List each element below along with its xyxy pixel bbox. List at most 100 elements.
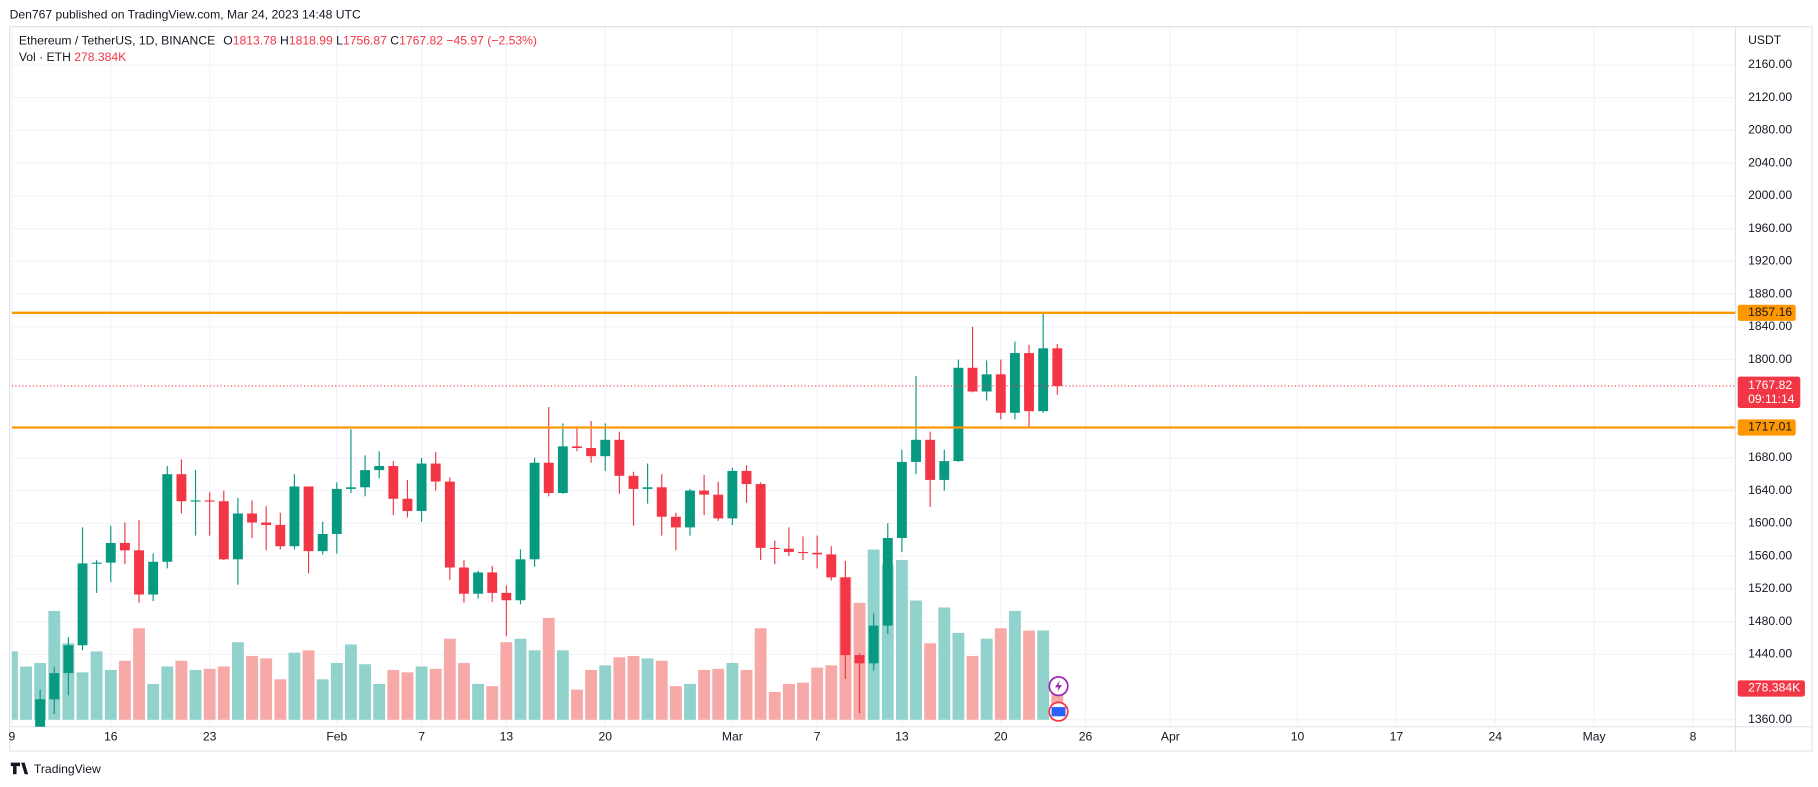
- candle-body: [1009, 353, 1020, 413]
- volume-bar: [754, 628, 767, 720]
- candle-body: [1052, 348, 1063, 386]
- legend-low: 1756.87: [343, 34, 387, 48]
- volume-bar: [246, 656, 258, 720]
- candle-body: [232, 513, 243, 560]
- volume-bar: [952, 632, 965, 720]
- volume-bar: [118, 660, 131, 720]
- volume-bar: [938, 607, 951, 720]
- candle-body: [840, 577, 851, 656]
- candle-body: [501, 592, 512, 601]
- volume-value: 278.384K: [74, 50, 126, 64]
- level-badge: [1737, 304, 1796, 321]
- y-tick-label: 1960.00: [1748, 221, 1792, 235]
- axes: 1360.00 1440.00 1480.00 1520.00 1560.00 1600.…: [9, 57, 1805, 743]
- volume-bar: [1008, 610, 1021, 720]
- candle-body: [261, 522, 272, 525]
- x-tick-label: 26: [1079, 729, 1093, 743]
- logo-mark: [10, 762, 29, 775]
- volume-bar: [1037, 630, 1050, 720]
- volume-bar: [895, 560, 908, 720]
- volume-bar: [599, 665, 612, 720]
- candle-body: [63, 645, 74, 674]
- candle-body: [557, 446, 568, 494]
- y-tick-label: 1480.00: [1748, 614, 1792, 628]
- legend-letter: L: [336, 34, 343, 48]
- last-price-badge: [1737, 376, 1801, 408]
- x-tick-label: 20: [598, 729, 612, 743]
- y-tick-label: 1640.00: [1748, 483, 1792, 497]
- volume-bar: [11, 651, 18, 720]
- candle-body: [218, 501, 229, 560]
- candle-body: [289, 486, 300, 547]
- candle-body: [755, 484, 766, 548]
- x-tick-label: 17: [1390, 729, 1404, 743]
- volume-bar: [161, 666, 174, 720]
- volume-bar: [260, 658, 273, 720]
- candle-body: [190, 500, 201, 502]
- x-tick-label: 23: [203, 729, 217, 743]
- x-tick-label: 10: [1291, 729, 1305, 743]
- volume-bar: [994, 628, 1007, 720]
- candle-body: [148, 561, 159, 595]
- volume-bar: [458, 662, 470, 720]
- y-tick-label: 2080.00: [1748, 123, 1792, 137]
- volume-bar: [401, 672, 414, 720]
- volume-bar: [542, 617, 555, 720]
- candle-body: [430, 463, 441, 482]
- volume-bar: [387, 669, 400, 720]
- candle-body: [77, 563, 88, 646]
- volume-bar: [48, 610, 61, 720]
- volume-bar: [924, 643, 937, 720]
- candle-body: [402, 498, 413, 512]
- plot: [11, 311, 1736, 727]
- x-tick-label: Apr: [1161, 729, 1180, 743]
- volume-bar: [782, 683, 795, 720]
- volume-bar: [443, 638, 456, 720]
- candle-body: [35, 699, 46, 727]
- level-badge: [1737, 419, 1796, 436]
- volume-bar: [655, 660, 668, 720]
- y-tick-label: 2160.00: [1748, 57, 1792, 71]
- legend-change: −45.97 (−2.53%): [446, 34, 537, 48]
- candle-body: [105, 542, 116, 563]
- y-tick-label: 1800.00: [1748, 352, 1792, 366]
- axis-unit: USDT: [1748, 33, 1782, 47]
- candle-body: [572, 446, 582, 448]
- y-tick-label: 1880.00: [1748, 286, 1792, 300]
- volume-bar: [330, 662, 343, 720]
- volume-bar: [825, 665, 838, 720]
- candle-body: [783, 548, 794, 552]
- candle-body: [741, 470, 752, 485]
- volume-bar: [811, 667, 824, 720]
- volume-bar: [1023, 630, 1035, 720]
- candle-body: [345, 487, 356, 489]
- x-tick-label: 13: [895, 729, 909, 743]
- candle-body: [162, 474, 173, 562]
- event-icon-flag: [1051, 707, 1066, 717]
- candle-body: [882, 538, 893, 626]
- y-tick-label: 1440.00: [1748, 647, 1792, 661]
- y-tick-label: 2120.00: [1748, 90, 1792, 104]
- candle-body: [416, 463, 427, 512]
- candle-body: [769, 547, 780, 550]
- y-tick-label: 2040.00: [1748, 155, 1792, 169]
- candle-body: [515, 559, 526, 601]
- volume-bar: [302, 650, 315, 720]
- publish-note: Den767 published on TradingView.com, Mar…: [10, 7, 361, 21]
- volume-bar: [980, 638, 993, 720]
- volume-bar: [528, 650, 541, 720]
- y-tick-label: 1560.00: [1748, 548, 1792, 562]
- volume-bar: [797, 682, 809, 720]
- volume-bar: [910, 600, 922, 720]
- x-tick-label: 7: [814, 729, 821, 743]
- frame: [8, 26, 1813, 752]
- volume-bar: [641, 658, 654, 720]
- volume-bar: [429, 668, 442, 720]
- candle-body: [826, 554, 837, 578]
- volume-bar: [966, 656, 979, 720]
- level-label: 1857.16: [1748, 305, 1792, 319]
- volume-bar: [472, 683, 485, 720]
- countdown-label: 09:11:14: [1748, 392, 1795, 406]
- candle-body: [473, 572, 484, 594]
- candle-body: [1038, 348, 1049, 412]
